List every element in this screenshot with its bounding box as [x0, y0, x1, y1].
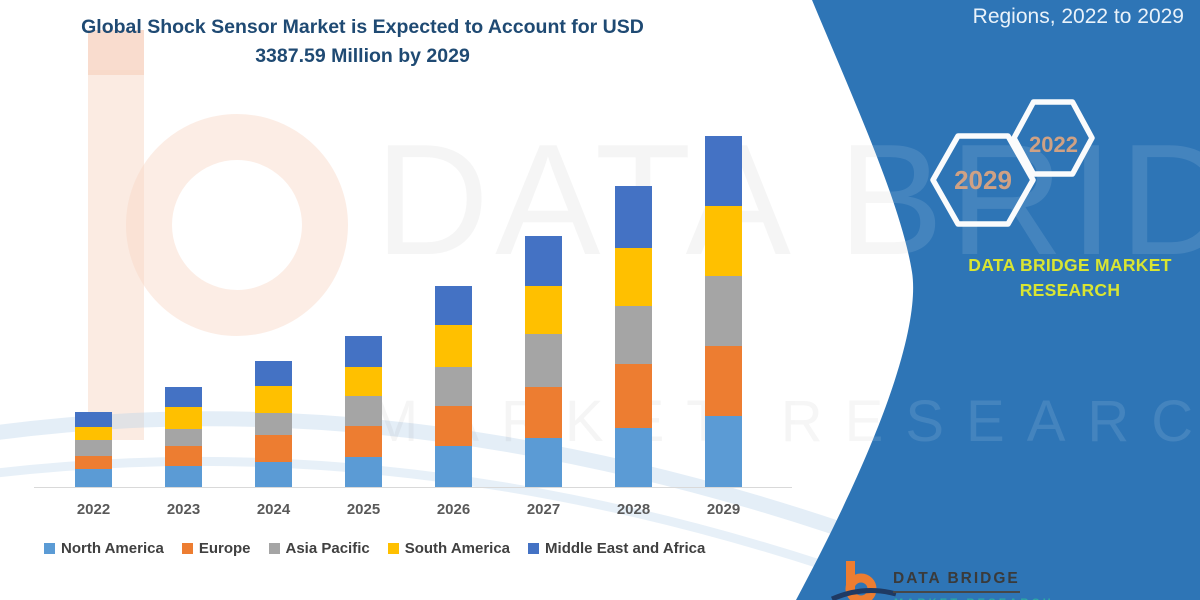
bar-segment [345, 396, 382, 427]
bar-segment [75, 469, 112, 488]
stacked-bar-2023 [165, 387, 202, 488]
x-axis-label: 2027 [526, 501, 561, 518]
watermark-text-data-bridge: DATA BRIDGE [795, 112, 1200, 288]
legend-swatch-icon [387, 543, 399, 554]
stacked-bar-2028 [615, 186, 652, 488]
ribbon-brand-text: DATA BRIDGE MARKET RESEARCH [950, 253, 1190, 303]
footer-logo-subtitle: MARKET RESEARCH [894, 597, 1054, 600]
bar-segment [75, 456, 112, 469]
legend-label: South America [404, 540, 511, 557]
bar-segment [165, 429, 202, 447]
bar-segment [435, 446, 472, 488]
legend-item: Middle East and Africa [528, 540, 705, 557]
bar-segment [165, 387, 202, 407]
bar-segment [615, 428, 652, 488]
legend-swatch-icon [528, 543, 540, 554]
hexagon-2029-label: 2029 [954, 165, 1012, 195]
bar-segment [435, 286, 472, 326]
stacked-bar-2027 [525, 236, 562, 488]
chart-legend: North America Europe Asia Pacific South Ame… [44, 540, 705, 557]
bar-segment [525, 236, 562, 287]
bar-segment [435, 325, 472, 368]
x-axis-label: 2025 [346, 501, 381, 518]
bar-segment [705, 135, 742, 206]
legend-label: Asia Pacific [285, 540, 370, 557]
hexagon-2029 [930, 133, 1036, 227]
x-axis-label: 2029 [706, 501, 741, 518]
bar-segment [435, 367, 472, 407]
bar-segment [705, 345, 742, 416]
bar-segment [615, 186, 652, 249]
x-axis-line [34, 487, 792, 488]
data-bridge-logo-icon [830, 561, 897, 600]
bar-segment [525, 387, 562, 439]
chart-title-line1: Global Shock Sensor Market is Expected t… [81, 16, 644, 38]
bar-segment [705, 205, 742, 276]
stacked-bar-2024 [255, 360, 292, 488]
legend-label: North America [61, 540, 164, 557]
legend-item: Asia Pacific [268, 540, 370, 557]
chart-title: Global Shock Sensor Market is Expected t… [40, 13, 685, 71]
bar-segment [255, 462, 292, 488]
stacked-bar-2025 [345, 336, 382, 488]
bar-segment [255, 385, 292, 413]
ribbon-brand-line1: DATA BRIDGE MARKET [968, 255, 1172, 275]
footer-logo-wordmark: DATA BRIDGE [893, 570, 1020, 593]
bar-segment [615, 248, 652, 307]
bar-segment [705, 416, 742, 488]
bar-segment [345, 426, 382, 458]
bar-segment [525, 438, 562, 488]
bar-segment [255, 413, 292, 436]
stacked-bar-2026 [435, 286, 472, 488]
bar-segment [75, 412, 112, 428]
bar-segment [165, 465, 202, 488]
bar-segment [345, 336, 382, 368]
bar-segment [525, 286, 562, 335]
bar-segment [345, 457, 382, 488]
legend-swatch-icon [44, 543, 55, 554]
legend-swatch-icon [268, 543, 280, 554]
stacked-bar-2022 [75, 412, 112, 488]
bar-segment [165, 446, 202, 466]
watermark-text-market-research: MARKET RESEARCH [795, 389, 1200, 454]
ribbon-heading: Regions, 2022 to 2029 [972, 5, 1184, 28]
bar-segment [525, 334, 562, 388]
year-hexagons: 2022 2029 [930, 99, 1095, 227]
legend-item: North America [44, 540, 164, 557]
bar-segment [75, 427, 112, 441]
x-axis-label: 2028 [616, 501, 651, 518]
bar-segment [615, 306, 652, 365]
x-axis-label: 2026 [436, 501, 471, 518]
legend-item: South America [387, 540, 511, 557]
hexagon-2022 [1011, 99, 1095, 177]
x-axis-label: 2024 [256, 501, 291, 518]
x-axis-label: 2023 [166, 501, 201, 518]
stacked-bar-2029 [705, 135, 742, 488]
bar-segment [345, 367, 382, 397]
bar-segment [75, 440, 112, 457]
x-axis-label: 2022 [76, 501, 111, 518]
bar-segment [705, 275, 742, 346]
legend-swatch-icon [181, 543, 193, 554]
legend-label: Middle East and Africa [545, 540, 706, 557]
bar-segment [615, 364, 652, 429]
bar-segment [435, 406, 472, 447]
ribbon-watermark-layer: DATA BRIDGE MARKET RESEARCH [795, 0, 1200, 600]
legend-label: Europe [198, 540, 251, 557]
bar-segment [165, 407, 202, 430]
chart-title-line2: 3387.59 Million by 2029 [255, 45, 470, 67]
hexagon-2022-label: 2022 [1029, 132, 1078, 157]
ribbon-brand-line2: RESEARCH [1019, 280, 1121, 300]
legend-item: Europe [181, 540, 251, 557]
bar-segment [255, 435, 292, 463]
bar-segment [255, 360, 292, 386]
